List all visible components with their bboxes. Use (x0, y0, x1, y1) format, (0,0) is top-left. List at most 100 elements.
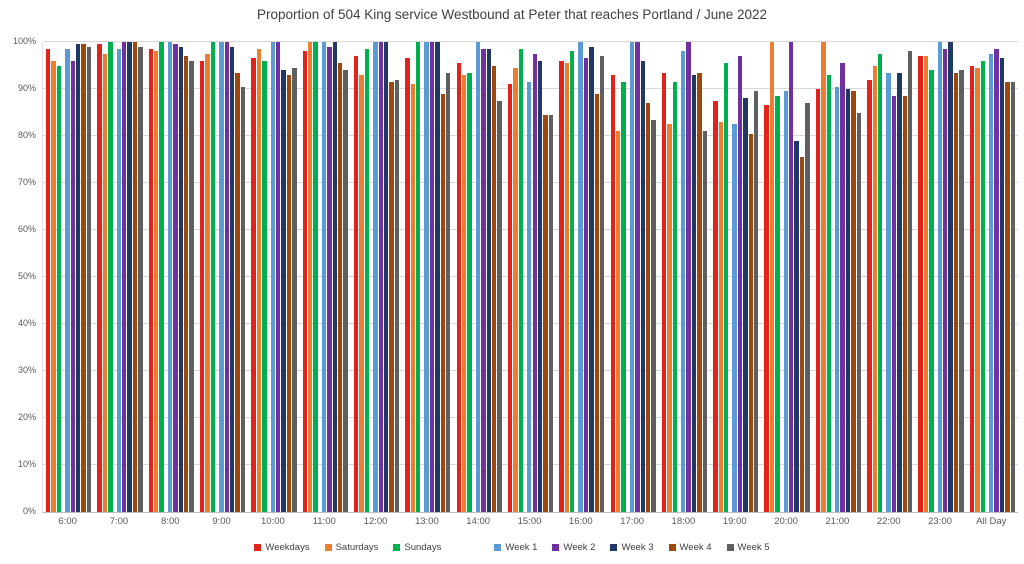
bar-21:00-weekdays (815, 89, 821, 512)
legend-item-sundays: Sundays (393, 542, 441, 553)
bar-11:00-saturdays (308, 42, 313, 512)
y-axis-labels: 0% 10% 20% 30% 40% 50% 60% 70% 80% 90% 100% (6, 36, 36, 516)
bar-All Day-week-5 (1010, 81, 1015, 512)
bar-15:00-week-1 (527, 81, 532, 512)
bar-6:00-week-5 (86, 46, 92, 512)
bar-18:00-sundays (672, 81, 678, 512)
legend-swatch-icon (552, 544, 560, 551)
bar-18:00-saturdays (667, 124, 672, 512)
bar-16:00-week-5 (600, 56, 605, 512)
x-tick-label-10:00: 10:00 (261, 516, 285, 527)
bar-22:00-week-1 (886, 72, 891, 512)
bar-7:00-sundays (108, 42, 113, 512)
bar-8:00-week-1 (167, 42, 173, 512)
bar-19:00-week-3 (743, 98, 748, 512)
bar-9:00-week-1 (219, 42, 224, 512)
bar-12:00-sundays (364, 49, 370, 512)
bar-23:00-week-5 (959, 70, 964, 512)
legend-item-week-2: Week 2 (552, 542, 595, 553)
bar-12:00-saturdays (359, 74, 364, 512)
bar-21:00-week-2 (840, 63, 845, 512)
x-tick-label-16:00: 16:00 (568, 516, 593, 527)
gridline-100% (43, 41, 1018, 42)
bar-21:00-sundays (826, 74, 831, 512)
bar-9:00-week-2 (224, 42, 229, 512)
bar-16:00-week-2 (583, 58, 589, 512)
legend-swatch-icon (254, 544, 262, 551)
bar-23:00-week-1 (937, 42, 943, 512)
bar-13:00-week-5 (446, 72, 451, 512)
legend-label: Week 3 (621, 542, 654, 553)
bar-9:00-weekdays (200, 60, 205, 512)
x-tick-label-7:00: 7:00 (109, 516, 129, 527)
bar-16:00-week-4 (594, 93, 599, 512)
legend-item-week-1: Week 1 (494, 542, 537, 553)
bar-22:00-week-5 (907, 51, 913, 512)
bar-16:00-weekdays (559, 60, 564, 512)
bar-All Day-week-3 (999, 58, 1005, 512)
bar-10:00-sundays (262, 60, 267, 512)
bar-19:00-week-2 (737, 56, 743, 512)
x-tick-label-15:00: 15:00 (517, 516, 542, 527)
bar-15:00-week-2 (532, 53, 537, 512)
x-tick-label-12:00: 12:00 (363, 516, 388, 527)
legend-label: Sundays (404, 542, 442, 553)
bar-11:00-week-3 (332, 42, 338, 512)
bar-14:00-week-4 (491, 65, 497, 512)
legend-item-week-4: Week 4 (668, 542, 712, 553)
bar-6:00-week-2 (70, 60, 76, 512)
bar-12:00-weekdays (353, 56, 359, 512)
bar-16:00-week-1 (578, 42, 583, 512)
bar-18:00-week-5 (702, 131, 708, 512)
bar-14:00-weekdays (456, 63, 461, 512)
bar-21:00-week-1 (834, 86, 840, 512)
bar-7:00-weekdays (97, 44, 102, 512)
bar-17:00-week-4 (645, 103, 651, 512)
bar-23:00-sundays (929, 70, 934, 512)
bar-7:00-saturdays (102, 53, 108, 512)
bar-11:00-week-4 (338, 63, 343, 512)
bar-23:00-saturdays (923, 56, 929, 512)
bar-19:00-weekdays (713, 100, 718, 512)
bar-17:00-saturdays (615, 131, 621, 512)
x-tick-label-18:00: 18:00 (671, 516, 696, 527)
bar-9:00-week-5 (240, 86, 246, 512)
bar-22:00-saturdays (872, 65, 877, 512)
y-tick-label: 10% (17, 459, 36, 469)
y-tick-label: 60% (17, 224, 36, 234)
legend-swatch-icon (610, 544, 618, 551)
bar-12:00-week-5 (394, 79, 400, 512)
legend-label: Week 5 (737, 542, 770, 553)
legend-swatch-icon (393, 544, 401, 551)
bar-21:00-week-5 (856, 112, 861, 512)
bar-11:00-week-1 (321, 42, 327, 512)
bar-22:00-week-3 (897, 72, 902, 512)
legend-item-weekdays: Weekdays (254, 542, 310, 553)
legend-swatch-icon (324, 544, 332, 551)
bar-17:00-weekdays (610, 74, 615, 512)
y-tick-label: 40% (17, 318, 36, 328)
bar-6:00-week-3 (76, 44, 81, 512)
bar-8:00-week-3 (178, 46, 184, 512)
y-tick-label: 30% (17, 365, 36, 375)
bar-6:00-week-1 (65, 49, 70, 512)
bar-11:00-sundays (313, 42, 318, 512)
bar-15:00-week-3 (537, 60, 543, 512)
bar-6:00-week-4 (81, 44, 86, 512)
y-tick-label: 90% (17, 83, 36, 93)
bar-6:00-saturdays (51, 60, 56, 512)
bar-13:00-week-4 (440, 93, 446, 512)
bar-20:00-week-5 (805, 103, 810, 512)
x-tick-label-22:00: 22:00 (876, 516, 901, 527)
bar-12:00-week-1 (373, 42, 378, 512)
bar-10:00-week-5 (292, 67, 297, 512)
x-tick-label-21:00: 21:00 (825, 516, 850, 527)
bar-13:00-week-3 (435, 42, 440, 512)
bar-22:00-sundays (877, 53, 883, 512)
x-tick-label-6:00: 6:00 (58, 516, 77, 527)
bar-22:00-week-4 (902, 96, 907, 512)
bar-10:00-saturdays (256, 49, 262, 512)
plot-area (42, 41, 1018, 513)
bar-18:00-week-2 (686, 42, 691, 512)
